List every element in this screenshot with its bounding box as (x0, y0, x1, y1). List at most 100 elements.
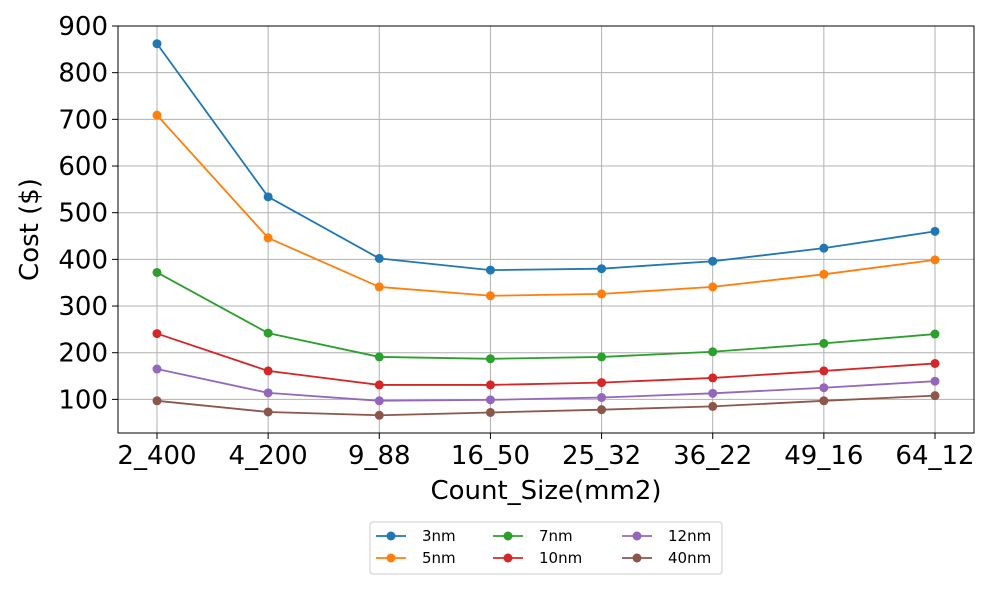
data-point (485, 407, 495, 417)
x-tick-label: 4_200 (229, 441, 308, 471)
data-point (374, 396, 384, 406)
data-point (930, 226, 940, 236)
series-line (156, 394, 936, 417)
series-3nm (152, 39, 940, 275)
data-point (708, 347, 718, 357)
series-5nm (152, 110, 940, 301)
data-point (152, 329, 162, 339)
data-point (263, 407, 273, 417)
legend-item-7nm: 7nm (493, 527, 573, 545)
data-point (597, 289, 607, 299)
y-tick-label: 300 (58, 292, 108, 322)
legend-swatch-marker (503, 553, 513, 563)
data-point (597, 405, 607, 415)
y-tick-label: 800 (58, 59, 108, 89)
series-7nm (152, 267, 940, 364)
data-point (374, 253, 384, 263)
legend-swatch-marker (503, 531, 513, 541)
data-point (930, 329, 940, 339)
data-point (708, 373, 718, 383)
x-tick-label: 2_400 (117, 441, 196, 471)
data-point (263, 328, 273, 338)
grid (118, 25, 974, 433)
y-tick-label: 200 (58, 339, 108, 369)
data-point (152, 39, 162, 49)
legend-item-40nm: 40nm (622, 549, 711, 567)
data-point (485, 354, 495, 364)
y-axis-title: Cost ($) (15, 178, 45, 281)
series-line (156, 114, 936, 297)
legend-label: 10nm (539, 549, 582, 567)
legend: 3nm 5nm 7nm 10nm 12nm 40nm (369, 521, 723, 575)
legend-swatch-marker (386, 553, 396, 563)
data-point (485, 291, 495, 301)
x-tick-label: 25_32 (562, 441, 641, 471)
data-point (708, 388, 718, 398)
data-point (263, 366, 273, 376)
legend-swatch-marker (386, 531, 396, 541)
legend-label: 7nm (539, 527, 573, 545)
series-10nm (152, 329, 940, 390)
data-point (708, 401, 718, 411)
y-tick-label: 700 (58, 105, 108, 135)
data-point (597, 393, 607, 403)
data-point (597, 352, 607, 362)
data-point (374, 282, 384, 292)
data-point (152, 267, 162, 277)
series-40nm (152, 391, 940, 420)
y-tick-label: 500 (58, 199, 108, 229)
data-point (263, 192, 273, 202)
data-point (597, 378, 607, 388)
data-point (374, 352, 384, 362)
legend-label: 12nm (668, 527, 711, 545)
legend-item-5nm: 5nm (376, 549, 456, 567)
data-point (819, 269, 829, 279)
y-tick-label: 900 (58, 12, 108, 42)
data-point (708, 256, 718, 266)
data-point (374, 380, 384, 390)
data-point (819, 383, 829, 393)
data-point (485, 265, 495, 275)
data-point (708, 282, 718, 292)
data-point (263, 388, 273, 398)
legend-label: 40nm (668, 549, 711, 567)
y-tick-label: 400 (58, 245, 108, 275)
data-point (152, 110, 162, 120)
x-tick-label: 9_88 (348, 441, 411, 471)
legend-item-3nm: 3nm (376, 527, 456, 545)
series-line (156, 43, 936, 272)
data-point (485, 380, 495, 390)
data-point (930, 358, 940, 368)
data-point (152, 396, 162, 406)
legend-swatch-marker (632, 531, 642, 541)
data-point (819, 243, 829, 253)
legend-item-10nm: 10nm (493, 549, 582, 567)
data-point (819, 396, 829, 406)
series-line (156, 332, 936, 386)
data-point (819, 366, 829, 376)
series-layer (152, 39, 940, 420)
y-tick-label: 100 (58, 385, 108, 415)
data-point (930, 376, 940, 386)
data-point (374, 410, 384, 420)
y-tick-label: 600 (58, 152, 108, 182)
legend-label: 5nm (422, 549, 456, 567)
data-point (930, 255, 940, 265)
data-point (819, 338, 829, 348)
series-line (156, 271, 936, 360)
data-point (485, 395, 495, 405)
series-12nm (152, 364, 940, 406)
data-point (930, 391, 940, 401)
legend-item-12nm: 12nm (622, 527, 711, 545)
x-axis-title: Count_Size(mm2) (430, 476, 661, 506)
data-point (152, 364, 162, 374)
x-tick-label: 49_16 (784, 441, 863, 471)
data-point (597, 264, 607, 274)
plot-frame (117, 25, 975, 434)
x-tick-label: 16_50 (451, 441, 530, 471)
ticks: 2_400 4_200 9_88 16_50 25_32 36_22 49_16 64_12 1… (58, 12, 974, 471)
x-tick-label: 64_12 (895, 441, 974, 471)
legend-label: 3nm (422, 527, 456, 545)
series-line (156, 368, 936, 402)
